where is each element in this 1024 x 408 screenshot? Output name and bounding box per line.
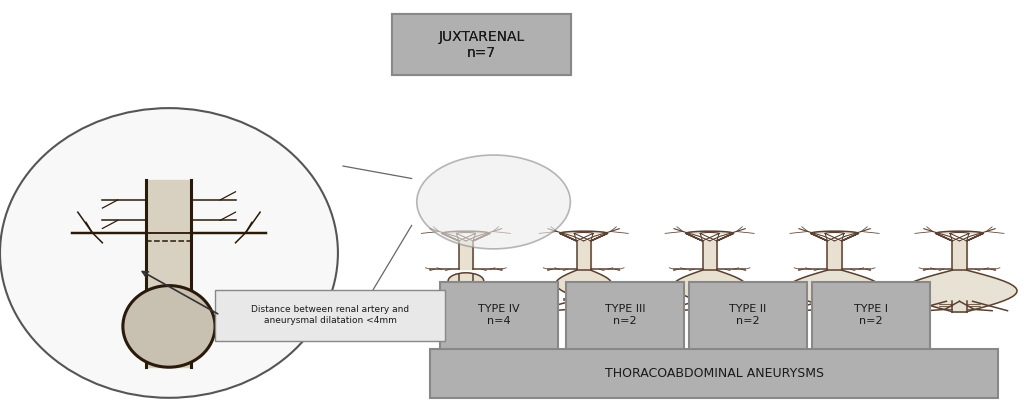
FancyBboxPatch shape	[566, 282, 684, 349]
Text: JUXTARENAL
n=7: JUXTARENAL n=7	[438, 30, 525, 60]
Polygon shape	[457, 233, 475, 241]
Polygon shape	[686, 231, 733, 241]
FancyBboxPatch shape	[215, 290, 445, 341]
Polygon shape	[950, 233, 969, 241]
FancyBboxPatch shape	[430, 349, 998, 398]
Polygon shape	[673, 270, 746, 302]
Text: TYPE IV
n=4: TYPE IV n=4	[478, 304, 520, 326]
Polygon shape	[811, 231, 858, 241]
Polygon shape	[560, 231, 607, 241]
Polygon shape	[146, 180, 191, 367]
Polygon shape	[459, 274, 473, 301]
Polygon shape	[556, 270, 611, 297]
Polygon shape	[459, 241, 473, 269]
Polygon shape	[902, 270, 1017, 312]
Polygon shape	[827, 301, 842, 307]
Polygon shape	[787, 270, 882, 307]
Polygon shape	[827, 241, 842, 269]
FancyBboxPatch shape	[689, 282, 807, 349]
Ellipse shape	[0, 108, 338, 398]
Polygon shape	[702, 301, 717, 302]
FancyBboxPatch shape	[392, 14, 571, 75]
FancyBboxPatch shape	[392, 14, 571, 75]
FancyBboxPatch shape	[812, 282, 930, 349]
Polygon shape	[936, 231, 983, 241]
Text: TYPE III
n=2: TYPE III n=2	[605, 304, 645, 326]
Ellipse shape	[449, 273, 483, 289]
Polygon shape	[952, 301, 967, 312]
Polygon shape	[577, 297, 591, 301]
Polygon shape	[702, 241, 717, 269]
Text: TYPE I
n=2: TYPE I n=2	[854, 304, 888, 326]
Text: JUXTARENAL
n=7: JUXTARENAL n=7	[438, 30, 525, 60]
Text: Distance between renal artery and
aneurysmal dilatation <4mm: Distance between renal artery and aneury…	[251, 306, 410, 325]
Polygon shape	[952, 241, 967, 269]
Text: THORACOABDOMINAL ANEURYSMS: THORACOABDOMINAL ANEURYSMS	[605, 367, 823, 380]
Polygon shape	[825, 233, 844, 241]
Text: TYPE II
n=2: TYPE II n=2	[729, 304, 767, 326]
Polygon shape	[577, 241, 591, 269]
Polygon shape	[574, 233, 593, 241]
Polygon shape	[442, 231, 489, 241]
Ellipse shape	[417, 155, 570, 249]
Polygon shape	[700, 233, 719, 241]
Ellipse shape	[123, 286, 215, 367]
FancyBboxPatch shape	[440, 282, 558, 349]
